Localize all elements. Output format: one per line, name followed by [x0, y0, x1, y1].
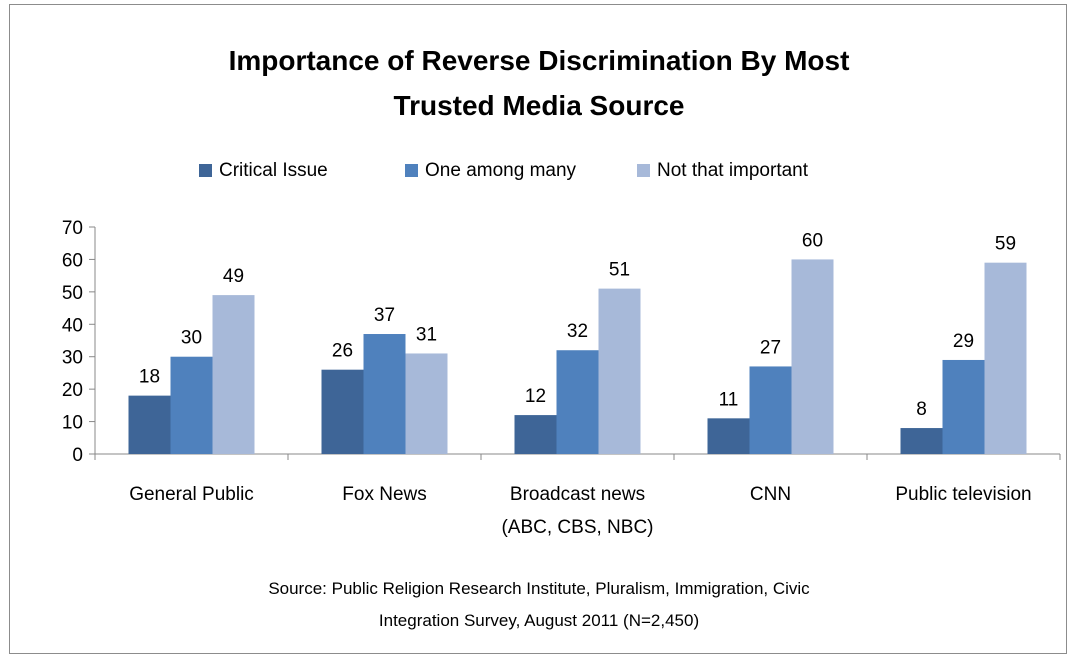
category-label: (ABC, CBS, NBC) — [501, 517, 653, 538]
bar — [405, 353, 448, 454]
bar — [984, 262, 1027, 454]
y-tick-label: 40 — [62, 315, 83, 336]
data-label: 29 — [953, 331, 974, 352]
legend: Critical Issue One among many Not that imp… — [199, 160, 809, 181]
source-line: Integration Survey, August 2011 (N=2,450… — [379, 611, 699, 630]
data-label: 12 — [525, 386, 546, 407]
chart-title-line: Trusted Media Source — [394, 90, 685, 121]
chart-title: Importance of Reverse Discrimination By … — [229, 45, 850, 121]
data-label: 8 — [916, 399, 927, 420]
data-label: 18 — [139, 367, 160, 388]
chart-svg: Importance of Reverse Discrimination By … — [62, 45, 1061, 630]
bar — [791, 259, 834, 454]
legend-label: Critical Issue — [219, 160, 328, 181]
data-label: 27 — [760, 337, 781, 358]
source-line: Source: Public Religion Research Institu… — [268, 579, 810, 598]
y-tick-label: 50 — [62, 283, 83, 304]
y-tick-label: 70 — [62, 218, 83, 239]
data-label: 11 — [719, 389, 739, 410]
bar — [212, 295, 255, 454]
bar — [598, 288, 641, 454]
data-label: 60 — [802, 230, 823, 251]
y-tick-label: 60 — [62, 250, 83, 271]
category-label: Broadcast news — [510, 484, 645, 505]
legend-swatch — [637, 164, 650, 177]
category-label: General Public — [129, 484, 254, 505]
bar — [321, 369, 364, 454]
bar — [128, 395, 171, 454]
legend-swatch — [405, 164, 418, 177]
category-labels: General Public Fox News Broadcast news (ABC… — [129, 484, 1031, 538]
data-label: 59 — [995, 234, 1016, 255]
legend-swatch — [199, 164, 212, 177]
y-tick-label: 30 — [62, 348, 83, 369]
data-labels: 18 30 49 26 37 31 12 32 51 11 27 60 8 29 59 — [139, 230, 1016, 420]
legend-label: Not that important — [657, 160, 809, 181]
data-label: 26 — [332, 341, 353, 362]
bar — [514, 415, 557, 454]
data-label: 32 — [567, 321, 588, 342]
axes: 0 10 20 30 40 50 60 70 — [62, 218, 1061, 466]
bars — [128, 259, 1027, 454]
y-tick-label: 20 — [62, 380, 83, 401]
bar — [749, 366, 792, 454]
data-label: 31 — [416, 324, 437, 345]
bar — [363, 334, 406, 454]
category-label: CNN — [750, 484, 791, 505]
y-tick-label: 10 — [62, 413, 83, 434]
category-label: Fox News — [342, 484, 426, 505]
data-label: 51 — [609, 260, 630, 281]
data-label: 37 — [374, 305, 395, 326]
data-label: 30 — [181, 328, 202, 349]
source-note: Source: Public Religion Research Institu… — [268, 579, 810, 630]
bar — [556, 350, 599, 454]
chart-frame: Importance of Reverse Discrimination By … — [9, 4, 1067, 654]
y-tick-label: 0 — [72, 445, 83, 466]
bar — [170, 356, 213, 454]
bar — [942, 359, 985, 454]
bar — [707, 418, 750, 454]
bar — [900, 428, 943, 454]
chart-title-line: Importance of Reverse Discrimination By … — [229, 45, 850, 76]
category-label: Public television — [895, 484, 1031, 505]
data-label: 49 — [223, 266, 244, 287]
legend-label: One among many — [425, 160, 577, 181]
